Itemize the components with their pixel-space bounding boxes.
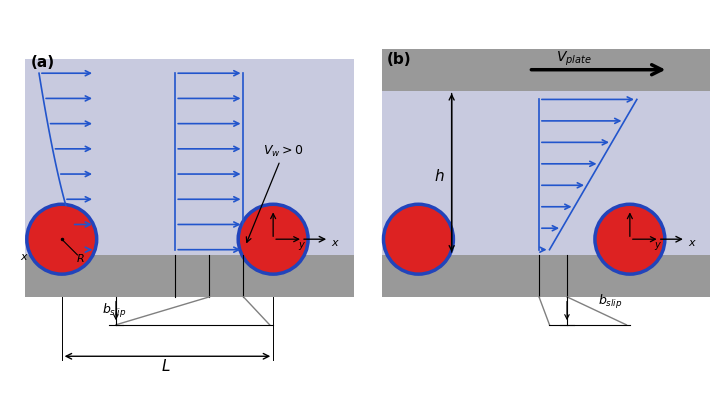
- Circle shape: [385, 206, 451, 273]
- Text: (b): (b): [387, 52, 411, 66]
- Bar: [381, 50, 711, 91]
- Bar: [25, 255, 354, 297]
- Bar: [25, 60, 354, 255]
- Text: $x$: $x$: [331, 238, 340, 248]
- Circle shape: [593, 203, 667, 276]
- Bar: [381, 255, 711, 297]
- Circle shape: [28, 206, 95, 273]
- Circle shape: [381, 203, 455, 276]
- Text: $y$: $y$: [298, 239, 306, 251]
- Text: $V_{plate}$: $V_{plate}$: [556, 50, 592, 68]
- Text: $V_w > 0$: $V_w > 0$: [263, 143, 303, 158]
- Circle shape: [237, 203, 310, 276]
- Text: $R$: $R$: [76, 251, 85, 263]
- Circle shape: [240, 206, 306, 273]
- Circle shape: [25, 203, 98, 276]
- Circle shape: [597, 206, 663, 273]
- Text: $L$: $L$: [162, 357, 171, 373]
- Text: $b_{slip}$: $b_{slip}$: [102, 301, 127, 319]
- Text: $x$: $x$: [20, 252, 28, 261]
- Text: $x$: $x$: [687, 238, 697, 248]
- Text: $h$: $h$: [434, 167, 445, 183]
- Text: $y$: $y$: [654, 239, 662, 251]
- Bar: [381, 91, 711, 255]
- Text: $b_{slip}$: $b_{slip}$: [598, 292, 623, 310]
- Text: (a): (a): [31, 55, 55, 70]
